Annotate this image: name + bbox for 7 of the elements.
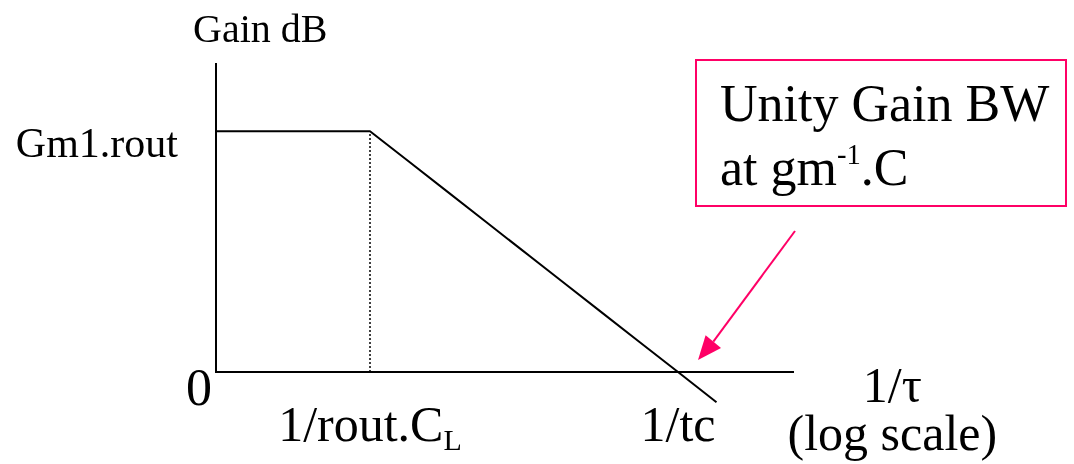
y-axis-title: Gain dB	[193, 6, 328, 51]
text: 0	[186, 359, 212, 417]
x-tick-label: 1/tc	[640, 396, 716, 453]
x-tick-label: 1/rout.C$_{L}$	[278, 396, 462, 457]
annotation: Unity Gain BW at gm$^{-1}$.C	[720, 74, 1051, 198]
x-axis-title: 1/τ (log scale)	[787, 357, 998, 462]
text: Gm1.rout	[15, 120, 178, 167]
